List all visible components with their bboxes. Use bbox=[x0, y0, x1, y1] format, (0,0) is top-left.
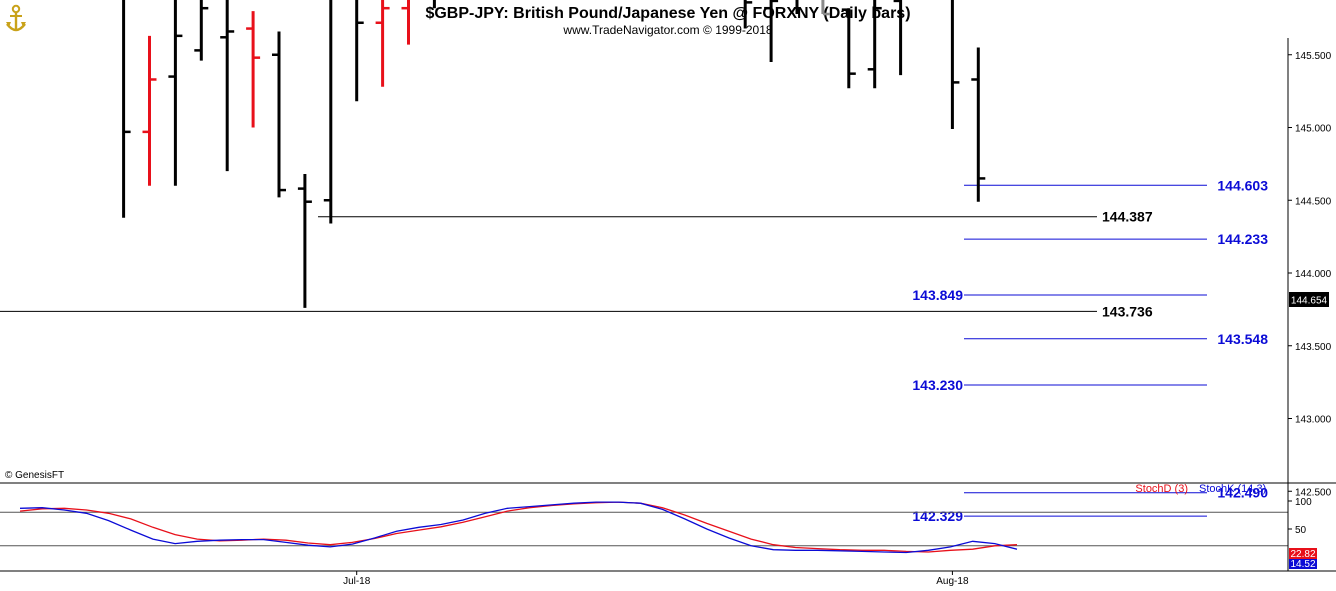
last-price-label: 144.654 bbox=[1291, 296, 1328, 307]
price-axis: 148.000147.500147.000146.500146.000145.5… bbox=[1288, 51, 1332, 498]
price-bar bbox=[401, 0, 410, 45]
time-axis: Jul-18 Aug-18 bbox=[343, 571, 969, 587]
stoch-d-line bbox=[19, 501, 1018, 553]
pivot-level-label: 144.387 bbox=[1102, 209, 1153, 225]
price-bar bbox=[375, 0, 390, 87]
price-tick-label: 142.500 bbox=[1295, 487, 1332, 498]
price-tick-label: 145.500 bbox=[1295, 51, 1332, 62]
stoch-tick-label: 100 bbox=[1295, 497, 1312, 508]
price-tick-label: 144.500 bbox=[1295, 196, 1332, 207]
stoch-d-last-marker bbox=[1289, 548, 1317, 559]
anchor-logo-icon bbox=[6, 4, 26, 32]
price-bar bbox=[122, 0, 131, 218]
support-level-label: 142.490 bbox=[1217, 485, 1268, 501]
stochastic-axis: 100 50 bbox=[1288, 497, 1312, 536]
copyright-label: © GenesisFT bbox=[5, 470, 64, 481]
price-tick-label: 143.500 bbox=[1295, 342, 1332, 353]
stochastic-panel: StochD (3) StochK (14,3) 100 50 22.82 14.… bbox=[0, 483, 1317, 571]
price-bar bbox=[297, 174, 312, 308]
pivot-level-label: 143.736 bbox=[1102, 303, 1153, 319]
stoch-k-line bbox=[19, 501, 1018, 554]
price-bar bbox=[168, 0, 183, 186]
price-bar bbox=[841, 8, 856, 89]
price-bar bbox=[893, 0, 903, 76]
price-bar bbox=[950, 0, 960, 129]
stoch-k-last-marker bbox=[1289, 559, 1317, 569]
stoch-k-legend: StochK (14,3) bbox=[1199, 483, 1266, 495]
time-tick-label: Aug-18 bbox=[936, 576, 969, 587]
stochastic-reference-lines bbox=[0, 511, 1288, 547]
price-bar bbox=[220, 0, 235, 172]
price-bars bbox=[122, 0, 986, 308]
price-tick-label: 144.000 bbox=[1295, 269, 1332, 280]
support-level-label: 142.329 bbox=[912, 508, 963, 524]
support-level-label: 144.603 bbox=[1217, 177, 1268, 193]
price-bar bbox=[355, 0, 364, 102]
chart-title: $GBP-JPY: British Pound/Japanese Yen @ F… bbox=[425, 5, 910, 22]
price-bar bbox=[971, 47, 986, 202]
price-tick-label: 143.000 bbox=[1295, 415, 1332, 426]
price-bar bbox=[821, 0, 830, 16]
last-price-marker bbox=[1289, 292, 1329, 307]
price-bar bbox=[194, 0, 209, 61]
time-tick-label: Jul-18 bbox=[343, 576, 371, 587]
stoch-d-last-value: 22.82 bbox=[1290, 549, 1315, 560]
stoch-d-legend: StochD (3) bbox=[1135, 483, 1188, 495]
stoch-k-last-value: 14.52 bbox=[1290, 559, 1315, 570]
price-bar bbox=[743, 0, 753, 29]
support-level-label: 143.548 bbox=[1217, 331, 1268, 347]
price-bar bbox=[323, 0, 333, 224]
support-level-label: 143.230 bbox=[912, 377, 963, 393]
chart-subtitle: www.TradeNavigator.com © 1999-2018 bbox=[562, 23, 772, 37]
price-tick-label: 145.000 bbox=[1295, 124, 1332, 135]
price-bar bbox=[867, 0, 882, 89]
price-bar bbox=[142, 35, 157, 186]
price-bar bbox=[272, 31, 286, 198]
support-level-label: 143.849 bbox=[912, 287, 963, 303]
stochastic-lines bbox=[19, 501, 1018, 554]
price-bar bbox=[764, 0, 779, 63]
price-bar bbox=[246, 11, 261, 128]
stoch-tick-label: 50 bbox=[1295, 525, 1307, 536]
support-level-label: 144.233 bbox=[1217, 231, 1268, 247]
